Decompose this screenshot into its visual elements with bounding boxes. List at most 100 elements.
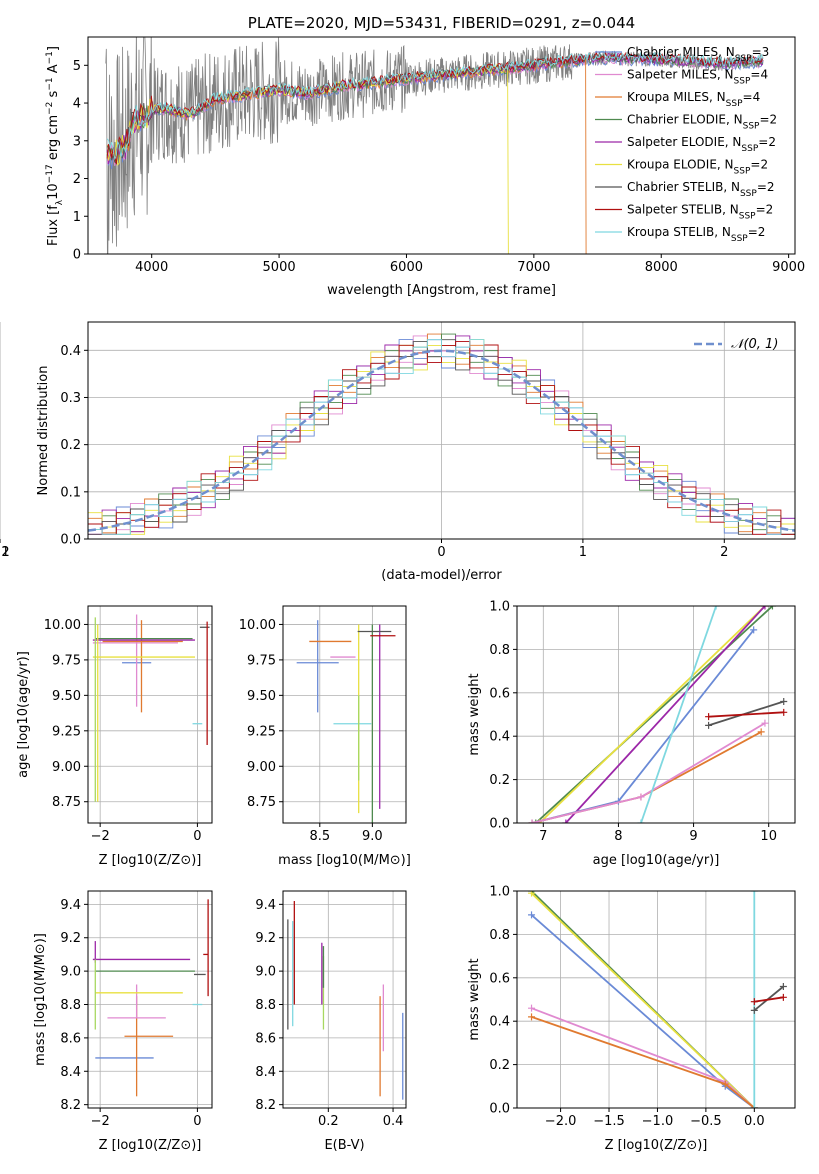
weight-marker bbox=[761, 606, 769, 610]
weight-line-salpeter-elodie bbox=[565, 606, 766, 823]
residuals-panel: −2−1 0 1 2 0.0 0.1 0.2 0.3 0.4 (data-model)/error… bbox=[0, 321, 796, 583]
weight-marker bbox=[761, 719, 769, 727]
y-tick-label: 0.4 bbox=[60, 344, 81, 359]
y-tick-label: 10.00 bbox=[44, 618, 81, 633]
y-tick-label: 8.6 bbox=[60, 1031, 81, 1046]
y-tick-label: 0.0 bbox=[60, 533, 81, 548]
y-tick-label: 8.2 bbox=[60, 1098, 81, 1113]
x-axis-label: Z [log10(Z/Z⊙)] bbox=[99, 1138, 202, 1153]
axes-frame bbox=[87, 36, 796, 255]
legend-label: Kroupa STELIB, NSSP=2 bbox=[627, 225, 765, 244]
weight-line-salpeter-stelib bbox=[708, 711, 784, 718]
weight-marker bbox=[528, 1013, 536, 1021]
y-axis-label: mass [log10(M/M⊙)] bbox=[33, 933, 48, 1066]
y-tick-label: 0.6 bbox=[489, 971, 510, 986]
y-tick-label: 8.8 bbox=[255, 998, 276, 1013]
x-tick-label: 8 bbox=[614, 829, 622, 844]
axes-frame bbox=[87, 605, 213, 824]
weight-marker bbox=[768, 606, 776, 610]
axes-frame bbox=[516, 605, 796, 824]
weight-marker bbox=[721, 1080, 729, 1088]
y-tick-label: 8.2 bbox=[255, 1098, 276, 1113]
weight-line-chabrier-stelib bbox=[753, 985, 784, 1012]
x-axis-label: age [log10(age/yr)] bbox=[593, 853, 720, 868]
x-tick-label: 7000 bbox=[517, 260, 550, 275]
x-tick-label: 7 bbox=[539, 829, 547, 844]
y-tick-label: 0.4 bbox=[489, 1015, 510, 1030]
axes-frame bbox=[282, 605, 407, 824]
y-axis-label: age [log10(age/yr)] bbox=[16, 651, 31, 778]
y-tick-label: 1 bbox=[73, 210, 81, 225]
y-tick-label: 9.25 bbox=[247, 724, 276, 739]
legend-label: Chabrier STELIB, NSSP=2 bbox=[627, 180, 775, 199]
x-axis-label: wavelength [Angstrom, rest frame] bbox=[327, 283, 556, 298]
legend-label: Kroupa ELODIE, NSSP=2 bbox=[627, 158, 768, 177]
y-tick-label: 0.4 bbox=[489, 730, 510, 745]
x-tick-label: 6000 bbox=[390, 260, 423, 275]
weight-marker bbox=[532, 819, 540, 823]
x-tick-label: −2 bbox=[0, 545, 10, 560]
x-tick-label: 8000 bbox=[645, 260, 678, 275]
y-tick-label: 1.0 bbox=[489, 885, 510, 900]
x-axis-label: Z [log10(Z/Z⊙)] bbox=[605, 1138, 708, 1153]
x-tick-label: 10 bbox=[760, 829, 777, 844]
x-tick-label: −2 bbox=[91, 829, 110, 844]
y-tick-label: 8.6 bbox=[255, 1031, 276, 1046]
x-tick-label: 9 bbox=[689, 829, 697, 844]
weight-marker bbox=[757, 728, 765, 736]
age_vs_Z-panel: −2 0 8.75 9.00 9.25 9.50 9.75 10.00 Z [log10(Z/Z… bbox=[16, 605, 213, 868]
weight-marker bbox=[528, 911, 536, 919]
age_vs_mass-panel: 8.5 9.0 8.75 9.00 9.25 9.50 9.75 10.00 mass [log… bbox=[239, 605, 411, 868]
x-axis-label: mass [log10(M/M⊙)] bbox=[278, 853, 411, 868]
mass_weight_vs_Z-plot-area bbox=[528, 891, 787, 1108]
weight-line-salpeter-miles bbox=[531, 722, 766, 823]
age_vs_Z-plot-area bbox=[92, 614, 210, 802]
weight-line-kroupa-elodie bbox=[538, 606, 766, 823]
y-axis-label: Flux [fλ10−17 erg cm−2 s−1 A−1] bbox=[45, 46, 65, 246]
y-tick-label: 9.50 bbox=[247, 689, 276, 704]
y-tick-label: 0.0 bbox=[489, 1102, 510, 1117]
y-tick-label: 8.75 bbox=[52, 795, 81, 810]
y-tick-label: 2 bbox=[73, 172, 81, 187]
y-tick-label: 9.2 bbox=[60, 931, 81, 946]
mass_weight_vs_age-plot-area bbox=[528, 606, 788, 823]
weight-marker bbox=[780, 697, 788, 705]
y-tick-label: 9.2 bbox=[255, 931, 276, 946]
y-tick-label: 1.0 bbox=[489, 600, 510, 615]
spectrum-panel: 4000 5000 6000 7000 8000 9000 0 1 2 3 4 5 PLATE=2020… bbox=[45, 14, 805, 298]
x-tick-label: 0 bbox=[193, 829, 201, 844]
y-tick-label: 5 bbox=[73, 59, 81, 74]
y-tick-label: 9.4 bbox=[255, 898, 276, 913]
y-tick-label: 9.75 bbox=[52, 653, 81, 668]
y-tick-label: 9.0 bbox=[255, 965, 276, 980]
weight-line-chabrier-miles bbox=[531, 629, 755, 823]
legend-label: Salpeter ELODIE, NSSP=2 bbox=[627, 135, 776, 154]
weight-marker bbox=[780, 708, 788, 716]
y-tick-label: 4 bbox=[73, 97, 81, 112]
histogram-chabrier-elodie bbox=[88, 333, 795, 535]
weight-line-salpeter-miles bbox=[531, 1007, 755, 1108]
y-tick-label: 9.4 bbox=[60, 898, 81, 913]
weight-line-chabrier-miles bbox=[530, 914, 755, 1108]
axes-frame bbox=[87, 321, 796, 540]
age_vs_mass-plot-area bbox=[296, 620, 396, 823]
weight-marker bbox=[705, 713, 713, 721]
y-tick-label: 0.1 bbox=[60, 485, 81, 500]
weight-marker bbox=[750, 626, 758, 634]
y-axis-label: mass weight bbox=[467, 673, 482, 755]
y-tick-label: 9.00 bbox=[247, 760, 276, 775]
weight-marker bbox=[750, 891, 758, 895]
x-tick-label: −1.5 bbox=[593, 1114, 625, 1129]
x-tick-label: −0.5 bbox=[690, 1114, 722, 1129]
weight-marker bbox=[637, 793, 645, 801]
weight-marker bbox=[637, 819, 645, 823]
y-tick-label: 0.2 bbox=[60, 438, 81, 453]
y-tick-label: 0.2 bbox=[489, 1058, 510, 1073]
legend-label: Salpeter MILES, NSSP=4 bbox=[627, 68, 768, 87]
x-tick-label: 4000 bbox=[135, 260, 168, 275]
weight-line-kroupa-miles bbox=[531, 1016, 755, 1108]
y-tick-label: 0.8 bbox=[489, 928, 510, 943]
x-tick-label: 2 bbox=[720, 545, 728, 560]
x-tick-label: 0 bbox=[437, 545, 445, 560]
